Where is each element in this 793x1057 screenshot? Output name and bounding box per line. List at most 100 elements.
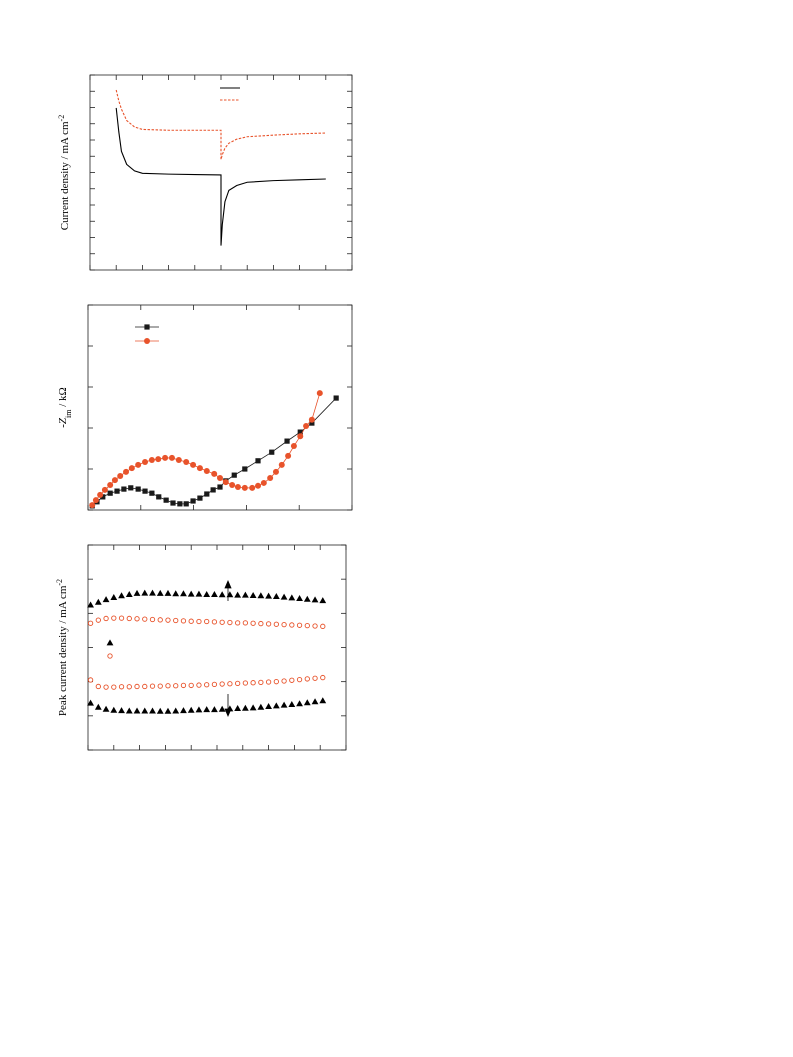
marker: [211, 470, 218, 477]
marker: [280, 701, 288, 708]
marker: [250, 620, 256, 626]
marker: [173, 683, 179, 689]
marker: [111, 615, 117, 621]
marker: [144, 324, 150, 330]
marker: [118, 592, 125, 599]
marker: [163, 497, 169, 503]
marker: [333, 395, 339, 401]
marker: [234, 705, 242, 712]
y-axis-label-part: / kΩ: [57, 387, 69, 409]
marker: [250, 680, 256, 686]
marker: [211, 590, 218, 597]
marker: [303, 699, 311, 706]
marker: [121, 486, 127, 492]
marker: [290, 443, 297, 450]
marker: [319, 597, 327, 604]
marker: [180, 682, 187, 689]
marker: [312, 675, 318, 681]
marker: [204, 682, 210, 688]
marker: [195, 590, 203, 597]
marker: [289, 677, 295, 683]
marker: [196, 465, 203, 472]
marker: [110, 706, 118, 713]
marker: [222, 479, 229, 486]
marker: [211, 619, 218, 625]
marker: [141, 589, 149, 596]
marker: [258, 679, 264, 685]
marker: [227, 681, 233, 687]
marker: [241, 484, 248, 491]
marker: [297, 433, 304, 440]
y-axis-label-part: Z: [57, 417, 69, 424]
plot-frame: [87, 544, 347, 751]
marker: [117, 472, 124, 479]
marker: [204, 618, 210, 625]
marker: [164, 707, 172, 714]
marker: [107, 481, 114, 488]
marker: [309, 420, 315, 426]
marker: [196, 618, 202, 625]
legend-entry: [135, 338, 159, 344]
marker: [165, 683, 171, 689]
marker: [226, 705, 234, 712]
marker: [242, 466, 248, 472]
marker: [280, 593, 288, 600]
marker: [281, 678, 287, 684]
marker: [149, 490, 155, 496]
marker: [281, 621, 287, 628]
marker: [97, 491, 104, 498]
marker: [188, 618, 194, 624]
marker: [123, 468, 130, 475]
marker: [164, 589, 172, 596]
marker: [149, 616, 156, 623]
marker: [278, 461, 285, 468]
series: [89, 395, 339, 509]
marker: [272, 702, 280, 709]
marker: [183, 501, 189, 507]
marker: [234, 680, 241, 687]
series: [115, 89, 326, 160]
arrow-head: [224, 579, 232, 589]
marker: [210, 487, 216, 493]
marker: [133, 707, 141, 714]
marker: [134, 683, 140, 690]
marker: [311, 596, 319, 603]
y-axis-label-part: -: [57, 424, 69, 428]
marker: [273, 679, 279, 685]
marker: [165, 617, 171, 623]
marker: [219, 619, 225, 625]
marker: [296, 622, 303, 628]
marker: [187, 706, 195, 713]
y-axis-label-part: -2: [55, 579, 64, 586]
marker: [241, 591, 249, 598]
y-axis-label: Peak current density / mA cm-2: [55, 579, 70, 716]
marker: [125, 590, 133, 597]
marker: [144, 338, 150, 344]
marker: [103, 615, 109, 622]
marker: [128, 465, 135, 472]
marker: [217, 484, 223, 490]
marker: [87, 699, 94, 706]
marker: [304, 676, 310, 682]
marker: [255, 482, 262, 489]
marker: [100, 494, 106, 500]
marker: [87, 620, 94, 626]
y-axis-label-part: Current density / mA cm: [59, 121, 71, 230]
y-axis-label: -Zim / kΩ: [57, 387, 73, 427]
marker: [229, 481, 236, 488]
marker: [312, 623, 318, 629]
marker: [101, 486, 108, 493]
marker: [149, 707, 156, 714]
marker: [190, 461, 197, 468]
marker: [107, 490, 113, 496]
marker: [234, 484, 241, 491]
marker: [218, 591, 226, 598]
marker: [94, 598, 102, 605]
marker: [128, 485, 134, 491]
marker: [289, 622, 295, 628]
y-axis-label-part: Peak current density / mA cm: [57, 585, 69, 716]
marker: [156, 494, 162, 500]
marker: [319, 697, 327, 704]
marker: [260, 479, 267, 486]
